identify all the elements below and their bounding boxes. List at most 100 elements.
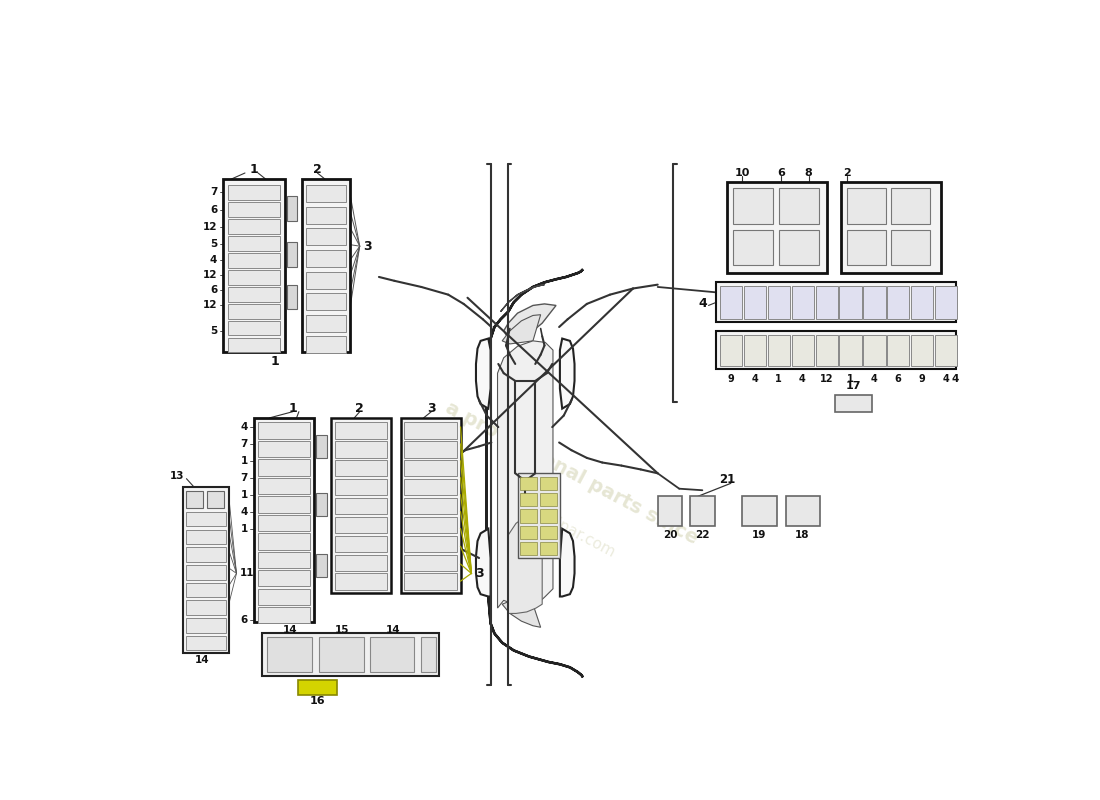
Text: 12: 12 xyxy=(202,222,218,232)
Bar xyxy=(405,554,456,570)
Text: 1: 1 xyxy=(271,355,279,368)
Bar xyxy=(336,479,387,495)
Text: 1: 1 xyxy=(847,374,854,383)
Text: 6: 6 xyxy=(777,168,784,178)
Text: 1: 1 xyxy=(288,402,297,415)
Text: 17: 17 xyxy=(846,381,861,390)
Text: 3: 3 xyxy=(427,402,436,415)
Bar xyxy=(733,189,773,224)
Bar xyxy=(716,331,957,370)
Bar xyxy=(792,286,814,318)
Text: 6: 6 xyxy=(894,374,901,383)
Bar xyxy=(911,334,933,366)
Bar xyxy=(792,334,814,366)
Bar xyxy=(186,565,225,579)
Bar xyxy=(298,680,337,695)
Bar xyxy=(540,477,557,490)
Text: 9: 9 xyxy=(727,374,734,383)
Text: 6: 6 xyxy=(210,205,218,215)
Bar xyxy=(520,510,537,522)
Bar xyxy=(228,304,280,318)
Bar xyxy=(306,314,345,332)
Bar xyxy=(258,478,310,494)
Text: 13: 13 xyxy=(169,471,184,482)
Bar xyxy=(306,186,345,202)
Bar xyxy=(331,418,392,594)
Text: 12: 12 xyxy=(820,374,833,383)
Bar xyxy=(258,515,310,531)
Bar xyxy=(258,589,310,605)
Bar xyxy=(228,202,280,217)
Polygon shape xyxy=(560,529,574,597)
Text: allpar.com: allpar.com xyxy=(540,510,618,560)
Bar xyxy=(262,634,439,676)
Text: 16: 16 xyxy=(309,696,326,706)
Bar xyxy=(891,189,930,224)
Bar xyxy=(733,230,773,266)
Bar xyxy=(864,286,886,318)
Bar xyxy=(839,286,861,318)
Text: 7: 7 xyxy=(241,473,249,483)
Bar xyxy=(405,536,456,552)
Text: 6: 6 xyxy=(241,614,249,625)
Text: 4: 4 xyxy=(751,374,758,383)
Bar xyxy=(720,286,742,318)
Text: 15: 15 xyxy=(334,626,349,635)
Bar xyxy=(658,496,682,526)
Bar xyxy=(336,574,387,590)
Bar xyxy=(258,459,310,476)
Bar xyxy=(228,338,280,353)
Bar xyxy=(286,242,297,267)
Text: 14: 14 xyxy=(283,626,298,635)
Text: 4: 4 xyxy=(698,298,707,310)
Bar xyxy=(258,607,310,623)
Bar xyxy=(540,526,557,538)
Text: 1: 1 xyxy=(776,374,782,383)
Text: 2: 2 xyxy=(314,163,321,177)
Bar xyxy=(306,207,345,224)
Bar xyxy=(420,638,436,672)
Polygon shape xyxy=(500,285,544,311)
Text: 10: 10 xyxy=(735,168,750,178)
Bar xyxy=(720,334,742,366)
Bar xyxy=(228,270,280,285)
Bar xyxy=(301,179,350,353)
Bar xyxy=(779,189,820,224)
Bar xyxy=(336,422,387,438)
Bar xyxy=(520,526,537,538)
Text: 11: 11 xyxy=(240,568,254,578)
Bar xyxy=(316,493,327,516)
Bar xyxy=(935,334,957,366)
Text: 4: 4 xyxy=(241,507,249,517)
Polygon shape xyxy=(486,270,583,678)
Text: 14: 14 xyxy=(195,654,209,665)
Polygon shape xyxy=(497,341,553,608)
Bar xyxy=(336,554,387,570)
Bar xyxy=(540,494,557,506)
Bar xyxy=(186,512,225,526)
Bar xyxy=(520,494,537,506)
Bar xyxy=(267,638,312,672)
Bar xyxy=(779,230,820,266)
Bar xyxy=(336,498,387,514)
Bar xyxy=(842,182,942,273)
Bar xyxy=(286,196,297,221)
Bar xyxy=(835,394,871,412)
Bar xyxy=(847,189,886,224)
Bar xyxy=(887,334,910,366)
Polygon shape xyxy=(504,304,556,338)
Bar xyxy=(186,491,204,508)
Text: 4: 4 xyxy=(799,374,806,383)
Text: 3: 3 xyxy=(363,240,372,253)
Bar xyxy=(258,422,310,438)
Bar xyxy=(254,418,315,622)
Bar xyxy=(228,236,280,250)
Bar xyxy=(258,570,310,586)
Bar xyxy=(744,334,767,366)
Bar xyxy=(258,534,310,550)
Bar xyxy=(891,230,930,266)
Bar xyxy=(405,574,456,590)
Text: 4: 4 xyxy=(241,422,249,432)
Bar xyxy=(258,441,310,457)
Bar xyxy=(306,250,345,267)
